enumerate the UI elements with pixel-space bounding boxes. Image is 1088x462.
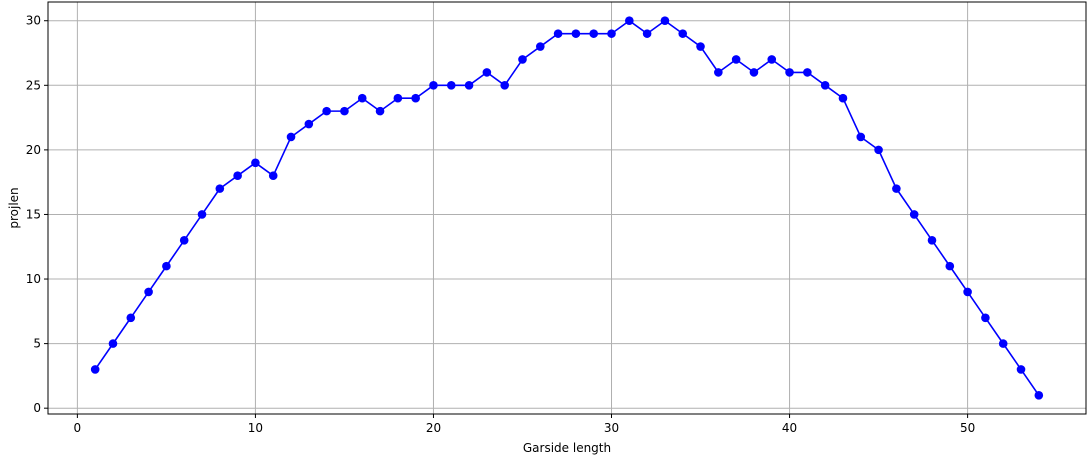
data-point [535, 42, 545, 51]
data-point [286, 132, 296, 142]
data-point [357, 93, 367, 103]
data-point [785, 68, 794, 77]
data-point [233, 171, 242, 181]
data-point [464, 81, 474, 90]
data-point [571, 29, 581, 38]
y-tick-label: 0 [33, 401, 41, 415]
y-tick-label: 15 [26, 207, 41, 221]
y-tick-label: 25 [26, 78, 41, 92]
data-point [981, 313, 990, 323]
data-point [322, 106, 331, 116]
data-point [162, 261, 171, 271]
y-tick-label: 30 [26, 14, 41, 28]
data-point [251, 158, 260, 168]
data-point [215, 184, 225, 193]
data-point [607, 29, 616, 38]
x-tick-label: 20 [426, 421, 441, 435]
data-point [446, 81, 456, 90]
y-tick-label: 5 [33, 337, 41, 351]
data-point [998, 339, 1008, 348]
data-point [340, 106, 349, 116]
data-point [518, 55, 527, 64]
series-line [94, 19, 1040, 396]
data-series [90, 16, 1044, 400]
ticks: 0 10 20 30 40 50 0 5 10 15 20 25 30 [26, 14, 976, 435]
data-point [197, 210, 207, 219]
data-point [803, 68, 812, 77]
data-point [393, 93, 403, 103]
x-tick-label: 0 [74, 421, 82, 435]
data-point [411, 93, 420, 103]
data-point [696, 42, 705, 51]
data-point [268, 171, 278, 181]
data-point [714, 68, 723, 77]
y-axis-label: projlen [7, 187, 21, 228]
x-axis-label: Garside length [523, 441, 611, 455]
data-point [482, 68, 492, 77]
data-point [108, 339, 118, 348]
data-point [375, 106, 385, 116]
data-point [945, 261, 955, 271]
x-tick-label: 10 [248, 421, 263, 435]
data-point [838, 93, 848, 103]
x-tick-label: 40 [782, 421, 797, 435]
data-point [749, 68, 759, 77]
grid [48, 2, 1086, 414]
plot-frame [47, 1, 1087, 415]
data-point [963, 287, 972, 297]
data-point [589, 29, 599, 38]
data-point [144, 287, 153, 297]
data-point [1016, 365, 1026, 374]
x-tick-label: 30 [604, 421, 619, 435]
data-point [927, 235, 937, 245]
data-point [892, 184, 901, 193]
data-point [126, 313, 136, 323]
data-point [429, 81, 438, 90]
data-point [179, 235, 189, 245]
data-point [678, 29, 688, 38]
data-point [625, 16, 634, 26]
data-point [500, 81, 509, 90]
data-point [90, 365, 100, 374]
y-tick-label: 10 [26, 272, 41, 286]
data-point [820, 81, 830, 90]
data-point [553, 29, 563, 38]
x-tick-label: 50 [960, 421, 975, 435]
data-point [304, 119, 314, 129]
data-point [660, 16, 670, 26]
y-tick-label: 20 [26, 143, 41, 157]
data-point [731, 55, 741, 64]
data-point [642, 29, 652, 38]
data-point [874, 145, 883, 155]
data-point [767, 55, 777, 64]
data-point [909, 210, 919, 219]
data-point [856, 132, 866, 142]
data-point [1034, 390, 1044, 400]
